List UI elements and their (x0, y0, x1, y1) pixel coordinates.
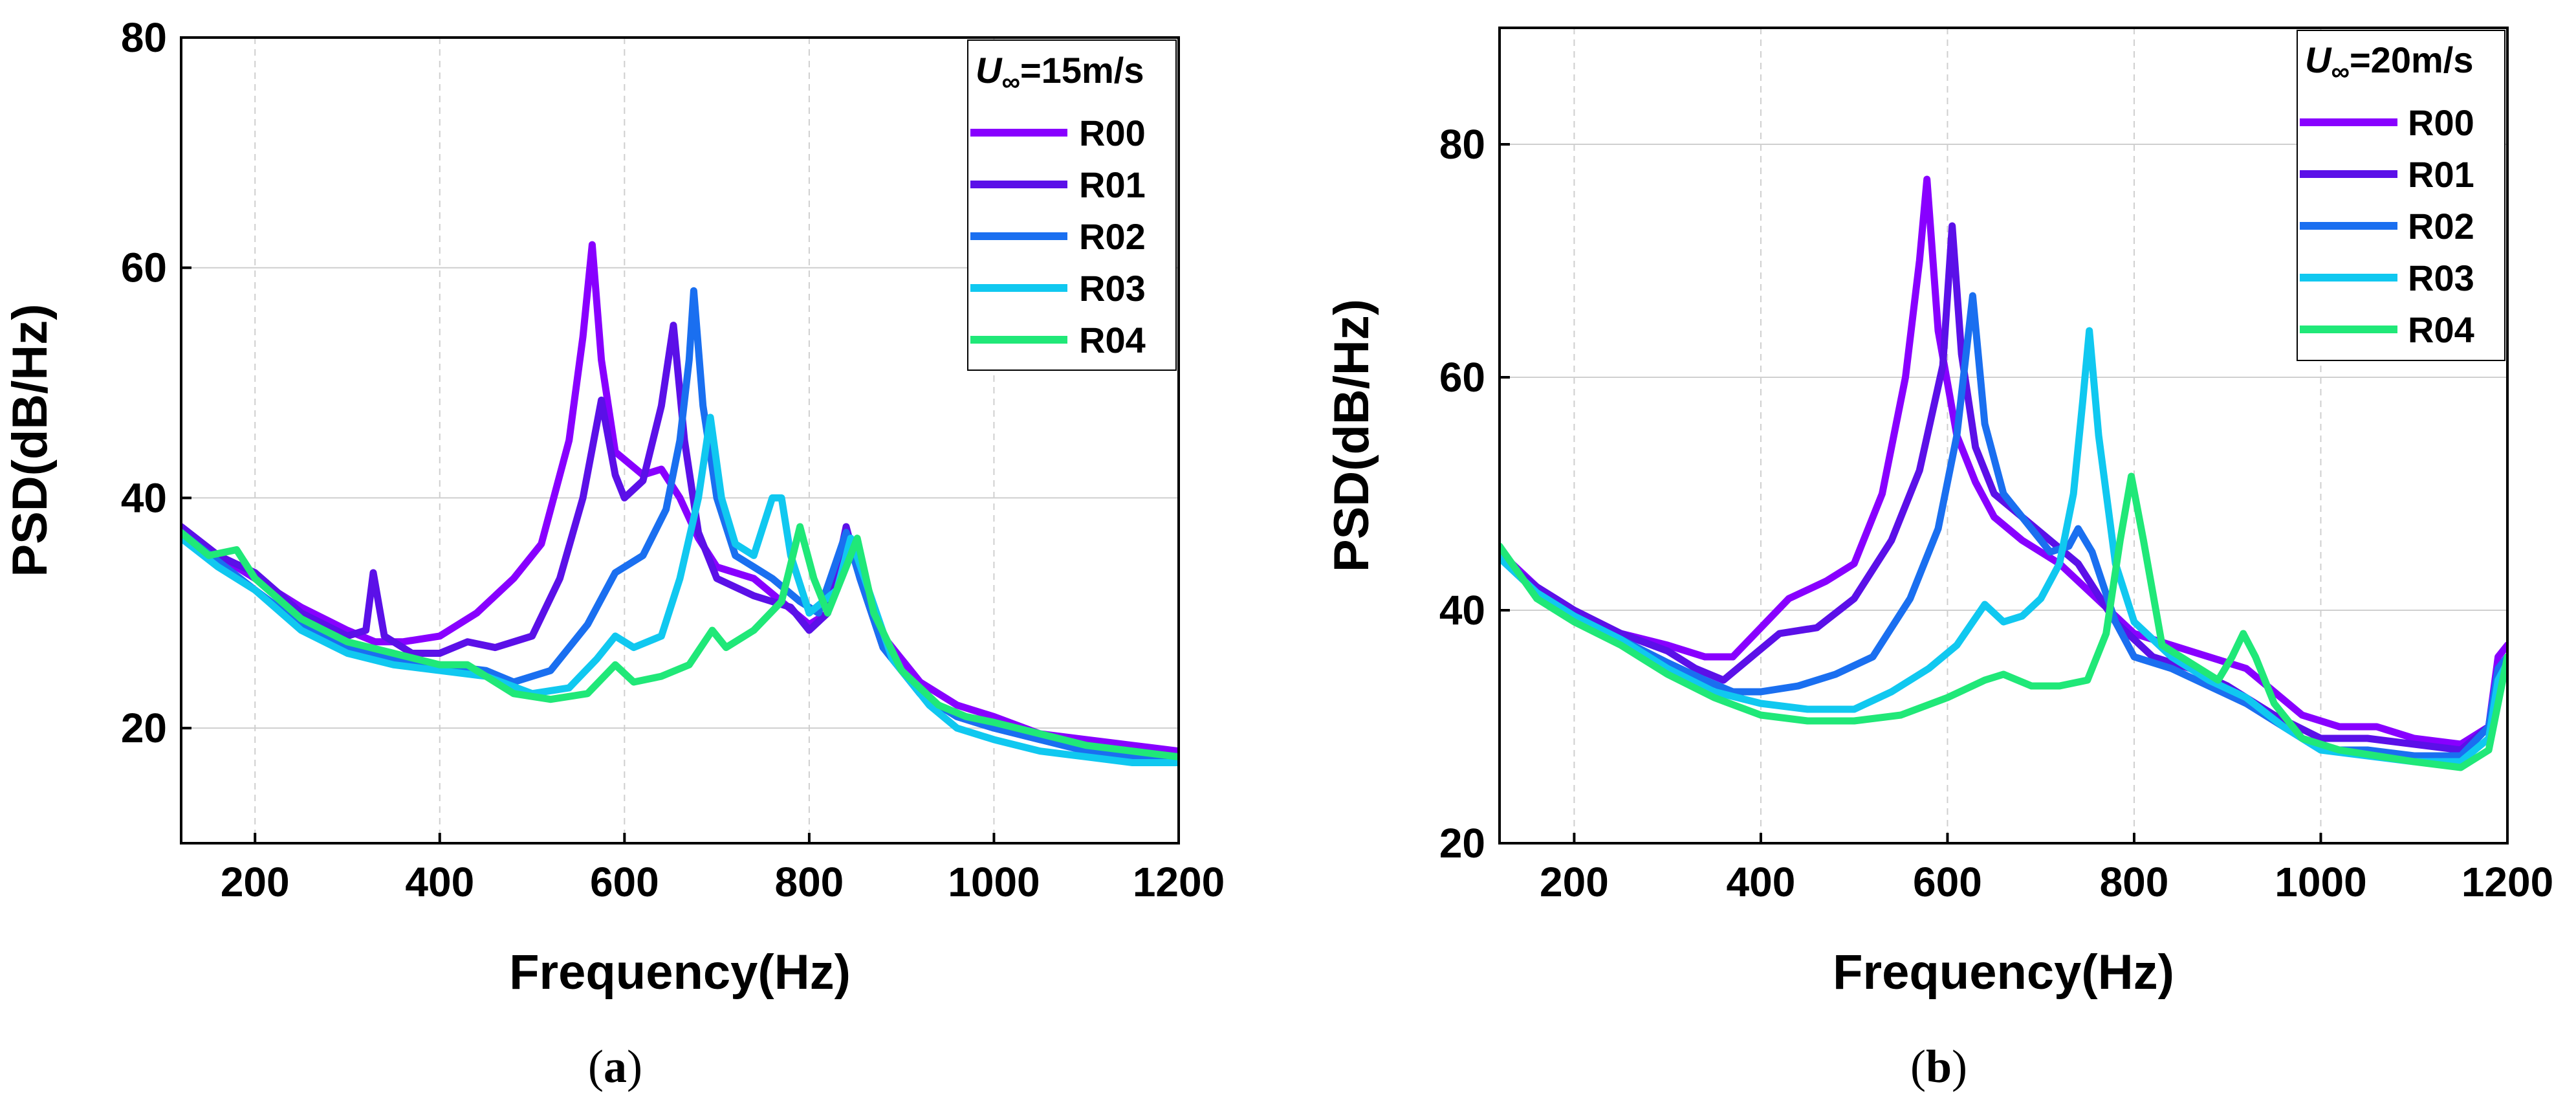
legend-title-symbol: U (976, 50, 1003, 91)
legend-title-subscript: ∞ (1001, 68, 1020, 96)
panel-label: (a) (588, 1041, 642, 1092)
x-tick-label: 400 (405, 859, 474, 905)
panel-label-letter: a (604, 1041, 627, 1092)
series-line-r01 (1500, 222, 2507, 754)
legend-box (967, 39, 1177, 371)
legend-label-r02: R02 (2408, 206, 2474, 247)
legend-label-r04: R04 (2408, 309, 2474, 350)
legend-title: U∞=15m/s (976, 50, 1144, 96)
series-group (1500, 175, 2507, 771)
y-tick-label: 40 (121, 474, 167, 521)
legend-title-text: =20m/s (2350, 39, 2474, 80)
series-line-r00 (1500, 175, 2507, 748)
x-tick-label: 1000 (2275, 859, 2366, 905)
x-tick-label: 200 (221, 859, 290, 905)
plot-frame (1498, 27, 2509, 845)
panel-label-close: ) (627, 1041, 642, 1092)
legend-label-r03: R03 (2408, 258, 2474, 298)
x-tick-label: 200 (1540, 859, 1609, 905)
legend: U∞=20m/s R00 R01 R02 R03 R04 (2297, 30, 2505, 361)
y-tick-label: 60 (1439, 354, 1485, 401)
series-line-r01 (181, 322, 1179, 761)
chart-panel-a: 200 400 600 800 1000 1200 20 40 60 80 Frequency(Hz… (3, 14, 1225, 1092)
legend-label-r00: R00 (1079, 113, 1146, 153)
legend: U∞=15m/s R00 R01 R02 R03 R04 (967, 39, 1177, 371)
legend-title-text: =15m/s (1020, 50, 1144, 91)
panel-label-letter: b (1926, 1041, 1952, 1092)
y-axis-title: PSD(dB/Hz) (3, 304, 58, 577)
series-group (181, 241, 1179, 766)
plot-frame (180, 36, 1180, 845)
y-tick-label: 20 (121, 705, 167, 751)
legend-label-r04: R04 (1079, 320, 1146, 360)
legend-label-r01: R01 (2408, 154, 2474, 195)
x-tick-label: 1200 (1133, 859, 1225, 905)
legend-title-symbol: U (2305, 39, 2332, 80)
chart-panel-b: 200 400 600 800 1000 1200 20 40 60 80 Frequency(Hz… (1324, 27, 2553, 1092)
y-tick-label: 60 (121, 245, 167, 291)
panel-label-close: ) (1952, 1041, 1967, 1092)
series-line-r03 (181, 414, 1179, 766)
x-tick-label: 1200 (2461, 859, 2553, 905)
series-line-r04 (181, 523, 1179, 761)
legend-label-r00: R00 (2408, 102, 2474, 143)
y-axis: 20 40 60 80 (1439, 121, 1510, 867)
legend-label-r02: R02 (1079, 216, 1146, 257)
x-tick-label: 1000 (948, 859, 1040, 905)
legend-label-r01: R01 (1079, 164, 1146, 205)
legend-title-subscript: ∞ (2331, 58, 2350, 86)
x-axis-title: Frequency(Hz) (509, 945, 851, 1000)
y-axis-title: PSD(dB/Hz) (1324, 299, 1379, 572)
grid (1500, 28, 2507, 843)
x-tick-label: 800 (2100, 859, 2169, 905)
x-tick-label: 600 (1913, 859, 1982, 905)
y-tick-label: 80 (121, 14, 167, 61)
x-axis-title: Frequency(Hz) (1833, 945, 2174, 1000)
panel-label: (b) (1910, 1041, 1967, 1092)
x-tick-label: 400 (1727, 859, 1796, 905)
legend-label-r03: R03 (1079, 268, 1146, 309)
y-tick-label: 80 (1439, 121, 1485, 168)
y-axis: 20 40 60 80 (121, 14, 191, 751)
y-tick-label: 40 (1439, 587, 1485, 634)
y-tick-label: 20 (1439, 820, 1485, 867)
series-line-r03 (1500, 327, 2507, 766)
x-tick-label: 600 (590, 859, 659, 905)
series-line-r04 (1500, 472, 2507, 771)
legend-title: U∞=20m/s (2305, 39, 2473, 86)
panel-label-open: ( (1910, 1041, 1926, 1092)
x-tick-label: 800 (774, 859, 844, 905)
panel-label-open: ( (588, 1041, 604, 1092)
legend-box (2297, 30, 2505, 361)
x-axis: 200 400 600 800 1000 1200 (221, 833, 1225, 905)
x-axis: 200 400 600 800 1000 1200 (1540, 833, 2553, 905)
